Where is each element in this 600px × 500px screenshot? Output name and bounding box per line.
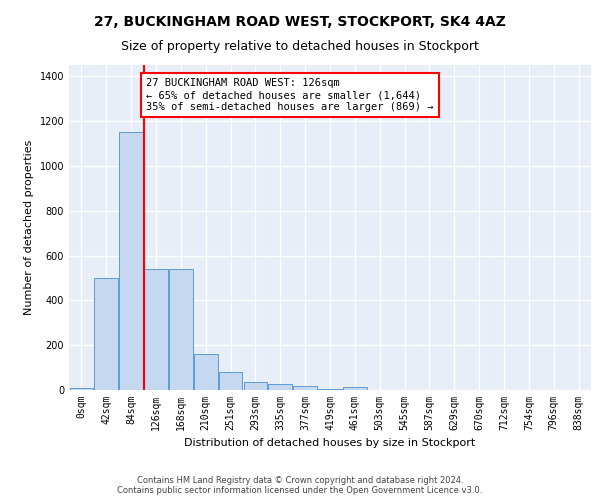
Bar	[94, 278, 118, 390]
Y-axis label: Number of detached properties: Number of detached properties	[24, 140, 34, 315]
Text: Contains HM Land Registry data © Crown copyright and database right 2024.
Contai: Contains HM Land Registry data © Crown c…	[118, 476, 482, 495]
Text: 27, BUCKINGHAM ROAD WEST, STOCKPORT, SK4 4AZ: 27, BUCKINGHAM ROAD WEST, STOCKPORT, SK4…	[94, 15, 506, 29]
Text: Size of property relative to detached houses in Stockport: Size of property relative to detached ho…	[121, 40, 479, 53]
Bar	[293, 386, 317, 390]
Bar	[268, 384, 292, 390]
Bar	[70, 388, 93, 390]
Bar	[244, 382, 267, 390]
Bar	[318, 389, 342, 390]
Bar	[169, 269, 193, 390]
Bar	[119, 132, 143, 390]
X-axis label: Distribution of detached houses by size in Stockport: Distribution of detached houses by size …	[184, 438, 476, 448]
Bar	[343, 386, 367, 390]
Bar	[144, 269, 168, 390]
Text: 27 BUCKINGHAM ROAD WEST: 126sqm
← 65% of detached houses are smaller (1,644)
35%: 27 BUCKINGHAM ROAD WEST: 126sqm ← 65% of…	[146, 78, 434, 112]
Bar	[219, 372, 242, 390]
Bar	[194, 354, 218, 390]
